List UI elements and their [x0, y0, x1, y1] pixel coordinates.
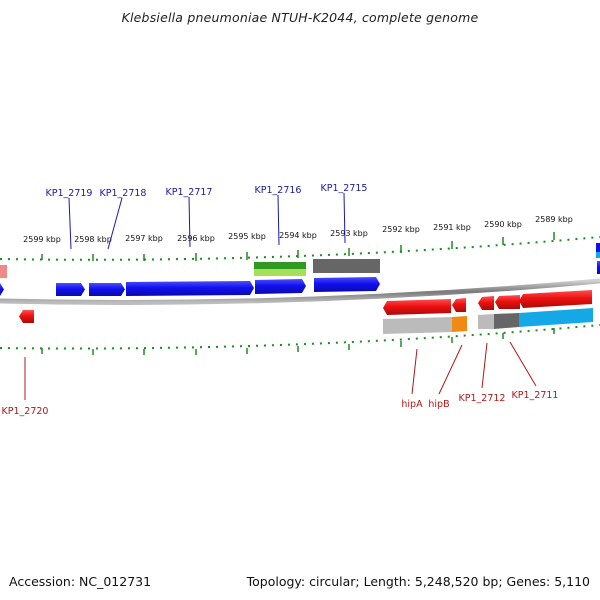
gene-label-forward[interactable]: KP1_2716: [255, 185, 302, 196]
feature-light-green: [254, 269, 306, 276]
forward-genes: [0, 261, 600, 296]
callout-line: [277, 194, 280, 246]
callout-line: [188, 196, 191, 248]
feature-cyan: [519, 308, 593, 327]
forward-gene-labels: KP1_2719 KP1_2718 KP1_2717 KP1_2716 KP1_…: [46, 183, 368, 199]
gene-arrow-forward[interactable]: [0, 283, 4, 296]
ruler-label: 2590 kbp: [484, 220, 522, 229]
ruler-label: 2589 kbp: [535, 215, 573, 224]
reverse-feature-track: [383, 308, 593, 334]
gene-arrow-forward[interactable]: [126, 281, 254, 296]
feature-gray: [494, 313, 519, 329]
inner-major-ticks: [41, 328, 555, 355]
callout-line: [343, 192, 346, 244]
ruler-label: 2597 kbp: [125, 234, 163, 243]
ruler-label: 2592 kbp: [382, 225, 420, 234]
ruler-label: 2599 kbp: [23, 235, 61, 244]
reverse-callouts: [24, 341, 537, 400]
reverse-genes: [19, 290, 592, 323]
gene-arrow-forward[interactable]: [56, 283, 85, 296]
ruler-label: 2594 kbp: [279, 231, 317, 240]
gene-label-reverse[interactable]: KP1_2712: [459, 393, 506, 404]
callout-line: [68, 197, 72, 250]
callout-line: [411, 348, 418, 395]
gene-label-forward[interactable]: KP1_2718: [100, 188, 147, 199]
gene-label-forward[interactable]: KP1_2719: [46, 188, 93, 199]
reverse-gene-labels: KP1_2720 hipA hipB KP1_2712 KP1_2711: [2, 390, 559, 417]
feature-green: [254, 262, 306, 270]
gene-arrow-forward[interactable]: [314, 277, 380, 292]
gene-label-reverse[interactable]: KP1_2720: [2, 406, 49, 417]
ruler-label: 2595 kbp: [228, 232, 266, 241]
gene-label-reverse[interactable]: hipA: [401, 399, 423, 410]
gene-label-reverse[interactable]: hipB: [428, 399, 449, 410]
ruler-label: 2598 kbp: [74, 235, 112, 244]
gene-arrow-reverse[interactable]: [519, 290, 592, 308]
gene-label-forward[interactable]: KP1_2715: [321, 183, 368, 194]
feature-cyan: [596, 243, 600, 253]
genome-title: Klebsiella pneumoniae NTUH-K2044, comple…: [121, 10, 479, 25]
callout-line: [481, 342, 488, 389]
feature-pink: [0, 265, 7, 278]
accession-text: Accession: NC_012731: [9, 574, 152, 589]
outer-major-ticks: [41, 232, 555, 261]
feature-cyan: [596, 252, 600, 258]
callout-line: [509, 341, 537, 387]
gene-arrow-reverse[interactable]: [19, 310, 34, 323]
ruler-label: 2596 kbp: [177, 234, 215, 243]
genome-summary-text: Topology: circular; Length: 5,248,520 bp…: [246, 574, 590, 589]
feature-orange: [452, 316, 467, 332]
gene-label-reverse[interactable]: KP1_2711: [512, 390, 559, 401]
ruler-label: 2591 kbp: [433, 223, 471, 232]
ruler-label: 2593 kbp: [330, 229, 368, 238]
genome-backbone: [0, 278, 600, 305]
gene-arrow-reverse[interactable]: [452, 298, 466, 312]
gene-arrow-forward[interactable]: [597, 261, 600, 274]
callout-line: [107, 197, 123, 250]
forward-feature-track: [0, 243, 600, 278]
gene-arrow-reverse[interactable]: [495, 295, 520, 309]
inner-tick-arc: [0, 324, 600, 350]
forward-callouts: [68, 192, 346, 250]
callout-line: [438, 344, 463, 395]
ruler-labels: 2599 kbp 2598 kbp 2597 kbp 2596 kbp 2595…: [23, 215, 573, 244]
gene-arrow-forward[interactable]: [89, 283, 125, 296]
gene-arrow-forward[interactable]: [255, 279, 306, 294]
feature-light-gray: [478, 314, 494, 329]
gene-arrow-reverse[interactable]: [478, 296, 494, 310]
gene-label-forward[interactable]: KP1_2717: [166, 187, 213, 198]
feature-light-gray: [383, 317, 452, 334]
feature-gray: [313, 259, 380, 273]
gene-arrow-reverse[interactable]: [383, 299, 451, 315]
